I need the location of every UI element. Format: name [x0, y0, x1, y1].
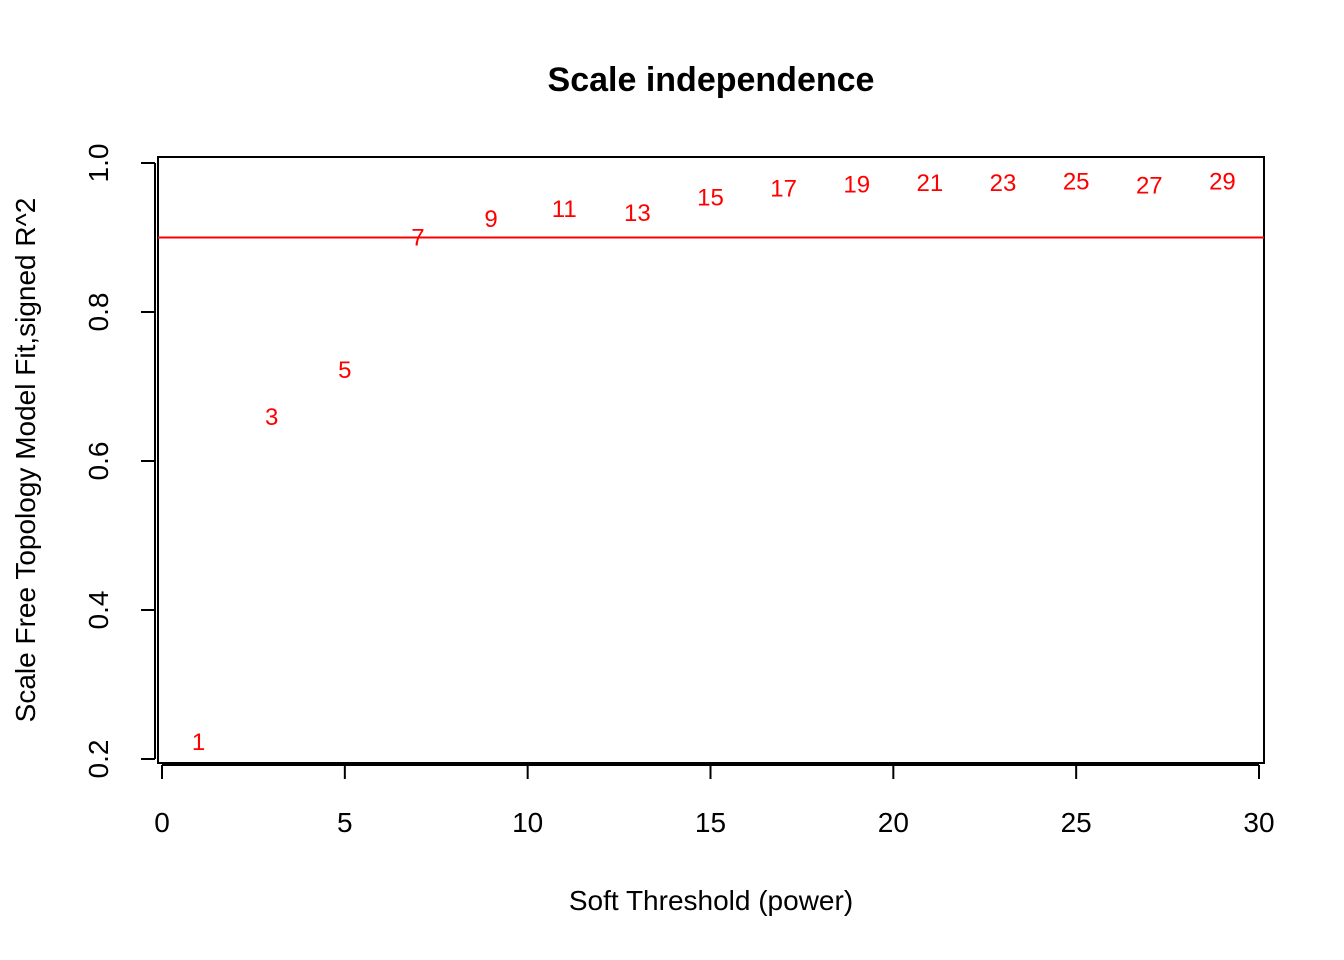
data-point-label: 19 [843, 172, 870, 199]
chart-title: Scale independence [548, 61, 875, 99]
x-tick-label: 0 [154, 807, 170, 838]
data-point-label: 17 [770, 175, 797, 202]
y-axis-label: Scale Free Topology Model Fit,signed R^2 [10, 198, 41, 723]
data-point-label: 27 [1136, 172, 1163, 199]
data-point-label: 5 [338, 357, 351, 384]
y-tick-label: 1.0 [83, 144, 114, 183]
data-point-label: 21 [917, 170, 944, 197]
data-point-label: 15 [697, 184, 724, 211]
y-axis: 0.2 0.4 0.6 0.8 1.0 [83, 144, 156, 779]
y-tick-label: 0.2 [83, 740, 114, 779]
x-tick-label: 25 [1061, 807, 1092, 838]
x-tick-label: 5 [337, 807, 353, 838]
data-point-label: 1 [192, 729, 205, 756]
data-point-label: 7 [411, 225, 424, 252]
x-axis: 0 5 10 15 20 25 30 [154, 764, 1275, 838]
data-point-label: 23 [990, 170, 1017, 197]
data-point-label: 11 [552, 196, 577, 223]
data-point-label: 9 [484, 206, 497, 233]
x-tick-label: 30 [1243, 807, 1274, 838]
data-point-label: 29 [1209, 169, 1236, 196]
x-tick-label: 10 [512, 807, 543, 838]
x-tick-label: 20 [878, 807, 909, 838]
plot-frame [157, 156, 1265, 764]
y-tick-label: 0.8 [83, 293, 114, 332]
data-point-label: 3 [265, 404, 278, 431]
x-axis-label: Soft Threshold (power) [569, 885, 853, 916]
y-tick-label: 0.6 [83, 442, 114, 481]
x-tick-label: 15 [695, 807, 726, 838]
data-point-label: 25 [1063, 169, 1090, 196]
y-tick-label: 0.4 [83, 591, 114, 630]
data-point-label: 13 [624, 200, 651, 227]
